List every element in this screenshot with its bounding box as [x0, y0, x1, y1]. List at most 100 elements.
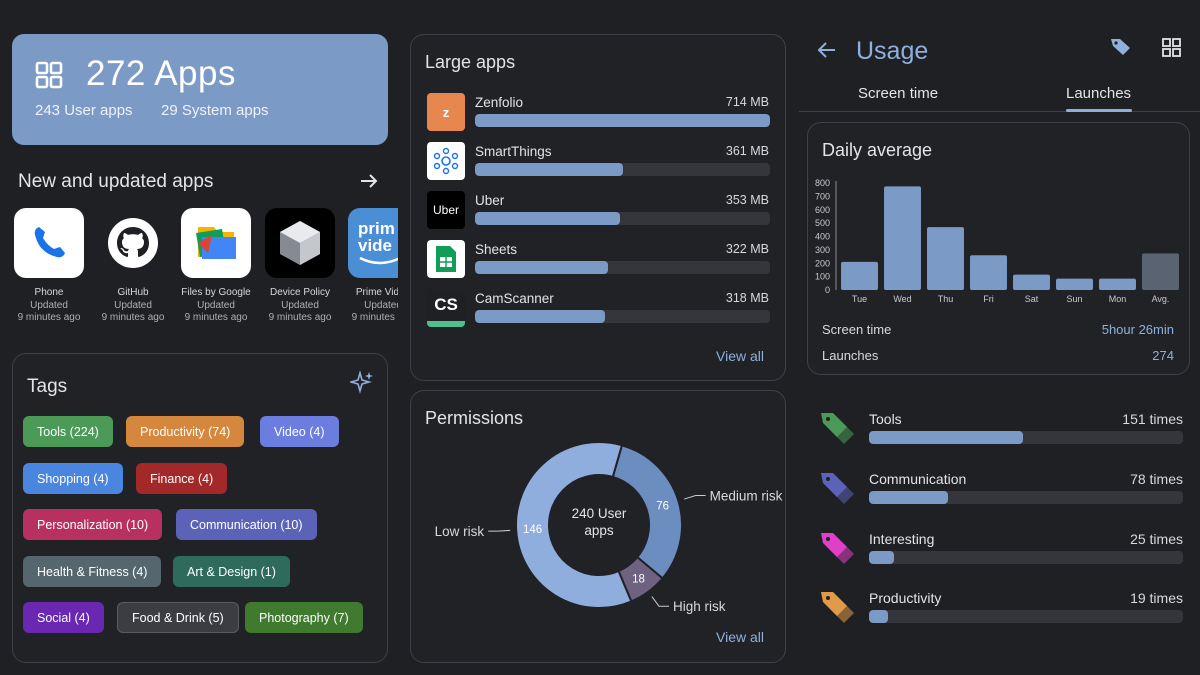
usage-category-row[interactable]: Productivity 19 times	[817, 590, 1183, 638]
category-name: Tools	[869, 411, 902, 427]
bar	[1142, 253, 1179, 290]
new-apps-title: New and updated apps	[18, 171, 214, 192]
daily-average-bar-chart: 0 100 200 300 400 500 600 700 800 Tue Wed Thu Fri Sat…	[815, 178, 1179, 304]
tabs-divider	[799, 111, 1200, 112]
smartthings-icon	[427, 142, 465, 180]
size-bar	[475, 310, 770, 323]
tag-icon	[821, 473, 854, 504]
category-count: 19 times	[1130, 590, 1183, 606]
donut-center-label: 240 User	[572, 506, 627, 521]
large-apps-title: Large apps	[425, 52, 516, 72]
leader-line	[683, 495, 706, 500]
category-count: 151 times	[1122, 411, 1183, 427]
launches-value: 274	[1152, 348, 1174, 363]
tag-social[interactable]: Social (4)	[23, 602, 104, 633]
back-arrow-icon[interactable]	[817, 41, 837, 59]
daily-average-card: Daily average 0 100 200 300 400 500 600 700 800 T…	[807, 122, 1190, 375]
tag-art-design[interactable]: Art & Design (1)	[173, 556, 290, 587]
large-apps-view-all-link[interactable]: View all	[716, 348, 764, 364]
active-tab-indicator	[1066, 109, 1132, 112]
large-apps-card: Large apps z Zenfolio 714 MB SmartThings…	[410, 34, 786, 381]
new-app-github[interactable]: GitHub Updated 9 minutes ago	[91, 208, 175, 323]
leader-line	[488, 529, 511, 532]
large-app-row[interactable]: Sheets 322 MB	[427, 240, 771, 280]
tag-productivity[interactable]: Productivity (74)	[126, 416, 245, 447]
prime-video-icon: prim vide	[348, 208, 398, 278]
bar	[1013, 274, 1050, 290]
new-app-files-by-google[interactable]: Files by Google Updated 9 minutes ago	[174, 208, 258, 323]
grid-view-icon[interactable]	[1162, 38, 1181, 57]
tag-video[interactable]: Video (4)	[260, 416, 339, 447]
uber-icon: Uber	[427, 191, 465, 229]
tags-title: Tags	[27, 376, 68, 397]
slice-name-label: High risk	[673, 599, 726, 614]
tag-icon[interactable]	[1109, 36, 1133, 58]
x-tick-label: Fri	[983, 294, 994, 304]
usage-category-row[interactable]: Interesting 25 times	[817, 531, 1183, 579]
new-app-device-policy[interactable]: Device Policy Updated 9 minutes ago	[258, 208, 342, 323]
user-apps-count: 243 User apps	[35, 102, 133, 119]
slice-value-label: 18	[632, 573, 645, 585]
y-tick-label: 800	[815, 178, 830, 188]
tag-communication[interactable]: Communication (10)	[176, 509, 317, 540]
y-tick-label: 300	[815, 245, 830, 255]
y-tick-label: 100	[815, 272, 830, 282]
new-app-phone[interactable]: Phone Updated 9 minutes ago	[7, 208, 91, 323]
tag-finance[interactable]: Finance (4)	[136, 463, 228, 494]
category-bar	[869, 610, 1183, 623]
tag-icon	[821, 413, 854, 444]
slice-name-label: Medium risk	[710, 489, 783, 504]
screen-time-label: Screen time	[822, 322, 892, 337]
bar	[1099, 278, 1136, 290]
y-tick-label: 500	[815, 218, 830, 228]
x-tick-label: Thu	[938, 294, 954, 304]
x-tick-label: Avg.	[1152, 294, 1170, 304]
y-tick-label: 200	[815, 258, 830, 268]
size-bar	[475, 114, 770, 127]
category-name: Communication	[869, 471, 967, 487]
tag-food-drink[interactable]: Food & Drink (5)	[117, 602, 239, 633]
zenfolio-icon: z	[427, 93, 465, 131]
x-tick-label: Sat	[1025, 294, 1039, 304]
permissions-title: Permissions	[425, 408, 524, 428]
daily-average-title: Daily average	[822, 140, 933, 160]
category-bar	[869, 431, 1183, 444]
usage-category-row[interactable]: Tools 151 times	[817, 411, 1183, 459]
category-bar	[869, 551, 1183, 564]
new-app-prime-video[interactable]: prim vide Prime Video Updated 9 minutes …	[341, 208, 398, 323]
usage-title: Usage	[856, 37, 929, 65]
sheets-icon	[427, 240, 465, 278]
arrow-right-icon[interactable]	[359, 171, 379, 191]
tag-photography[interactable]: Photography (7)	[245, 602, 363, 633]
tag-tools[interactable]: Tools (224)	[23, 416, 113, 447]
usage-category-row[interactable]: Communication 78 times	[817, 471, 1183, 519]
slice-value-label: 146	[523, 524, 542, 536]
leader-line	[651, 596, 670, 607]
apps-count-title: 272 Apps	[86, 54, 236, 93]
x-tick-label: Sun	[1066, 294, 1082, 304]
tag-personalization[interactable]: Personalization (10)	[23, 509, 163, 540]
large-app-row[interactable]: Uber Uber 353 MB	[427, 191, 771, 231]
launches-label: Launches	[822, 348, 879, 363]
permissions-donut-chart: 76 Medium risk 18 High risk 146 Low risk 240 U…	[435, 441, 783, 614]
large-app-row[interactable]: CS CamScanner 318 MB	[427, 289, 771, 329]
bar	[927, 227, 964, 290]
x-tick-label: Tue	[852, 294, 867, 304]
permissions-view-all-link[interactable]: View all	[716, 629, 764, 645]
large-app-row[interactable]: z Zenfolio 714 MB	[427, 93, 771, 133]
permissions-card: Permissions 76 Medium risk 18 High risk 146 L…	[410, 390, 786, 663]
camscanner-icon: CS	[427, 289, 465, 327]
y-tick-label: 600	[815, 205, 830, 215]
tab-screen-time[interactable]: Screen time	[858, 85, 939, 102]
system-apps-count: 29 System apps	[161, 102, 269, 119]
bar	[841, 261, 878, 290]
apps-summary-card[interactable]: 272 Apps 243 User apps 29 System apps	[12, 34, 388, 145]
category-bar	[869, 491, 1183, 504]
large-app-row[interactable]: SmartThings 361 MB	[427, 142, 771, 182]
tag-health-fitness[interactable]: Health & Fitness (4)	[23, 556, 162, 587]
tag-shopping[interactable]: Shopping (4)	[23, 463, 123, 494]
sparkle-icon[interactable]	[350, 370, 374, 394]
tab-launches[interactable]: Launches	[1066, 85, 1132, 102]
tag-icon	[821, 592, 854, 623]
tags-card: Tags Tools (224) Productivity (74) Video…	[12, 353, 388, 663]
